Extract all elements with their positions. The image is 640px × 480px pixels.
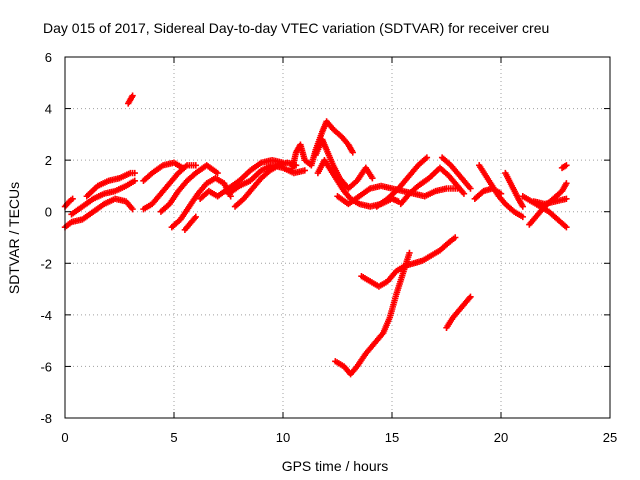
- data-point: [69, 195, 76, 203]
- data-point: [563, 223, 570, 231]
- x-tick-label: 25: [603, 430, 617, 445]
- data-series-t10: [181, 213, 199, 233]
- y-tick-label: 4: [45, 102, 52, 117]
- data-point: [519, 213, 526, 221]
- data-point: [192, 213, 199, 221]
- tick-labels: 0 5 10 15 20 25 -8 -6 -4 -2 0 2 4 6: [40, 50, 617, 445]
- chart-title: Day 015 of 2017, Sidereal Day-to-day VTE…: [43, 20, 549, 36]
- data-series-t29: [358, 234, 459, 290]
- data-point: [191, 214, 198, 222]
- data-series-t15: [312, 136, 376, 192]
- y-tick-label: -8: [40, 411, 52, 426]
- data-point: [301, 167, 308, 174]
- data-series-t5: [125, 92, 136, 107]
- data-point: [406, 249, 413, 257]
- y-tick-label: -4: [40, 308, 52, 323]
- y-tick-label: -6: [40, 359, 52, 374]
- data-point: [519, 203, 526, 210]
- x-tick-label: 0: [61, 430, 68, 445]
- data-point: [452, 234, 459, 241]
- data-point: [460, 190, 468, 197]
- x-tick-label: 10: [276, 430, 290, 445]
- data-point: [131, 169, 138, 177]
- data-point: [563, 180, 570, 187]
- data-series-t4: [61, 195, 76, 210]
- data-series-t11: [196, 156, 287, 203]
- data-point: [423, 154, 431, 161]
- data-point: [467, 293, 474, 301]
- x-axis-label: GPS time / hours: [282, 458, 389, 474]
- x-tick-label: 20: [494, 430, 508, 445]
- data-series-t28: [332, 249, 413, 378]
- data-series-t27: [558, 162, 570, 172]
- data-series-t20: [438, 154, 474, 192]
- data-point: [369, 174, 376, 182]
- data-series-t3: [83, 169, 138, 200]
- data-series-t8: [157, 162, 221, 215]
- data-point: [129, 92, 136, 99]
- data-point: [129, 205, 136, 213]
- x-tick-label: 15: [385, 430, 399, 445]
- y-axis-label: SDTVAR / TECUs: [6, 182, 22, 294]
- y-tick-label: -2: [40, 256, 52, 271]
- data-series-t26: [530, 195, 570, 208]
- data-series-t22: [476, 162, 526, 221]
- data-point: [466, 294, 473, 302]
- data-series-t17: [334, 182, 461, 208]
- data-series-t9: [168, 174, 234, 231]
- plot-frame: [64, 56, 611, 419]
- data-point: [563, 195, 570, 203]
- data-point: [131, 177, 138, 184]
- data-point: [563, 162, 570, 169]
- data-series-t7: [140, 162, 199, 213]
- data-series-t19: [397, 164, 468, 208]
- y-tick-label: 0: [45, 205, 52, 220]
- y-tick-label: 6: [45, 50, 52, 65]
- data-series-t30: [443, 293, 474, 331]
- data-point: [214, 169, 221, 177]
- data-series-t2: [68, 177, 138, 218]
- plot-points: [61, 92, 570, 378]
- data-point: [349, 149, 356, 156]
- data-point: [467, 185, 474, 192]
- data-series-t1: [61, 195, 136, 231]
- data-point: [192, 162, 199, 169]
- data-series-t16: [314, 156, 402, 210]
- x-tick-label: 5: [170, 430, 177, 445]
- axis-ticks: [64, 56, 611, 419]
- data-series-t18: [373, 154, 431, 210]
- y-tick-label: 2: [45, 153, 52, 168]
- data-series-t23: [502, 169, 526, 210]
- data-series-t14: [288, 118, 356, 174]
- grid-lines: [65, 57, 610, 418]
